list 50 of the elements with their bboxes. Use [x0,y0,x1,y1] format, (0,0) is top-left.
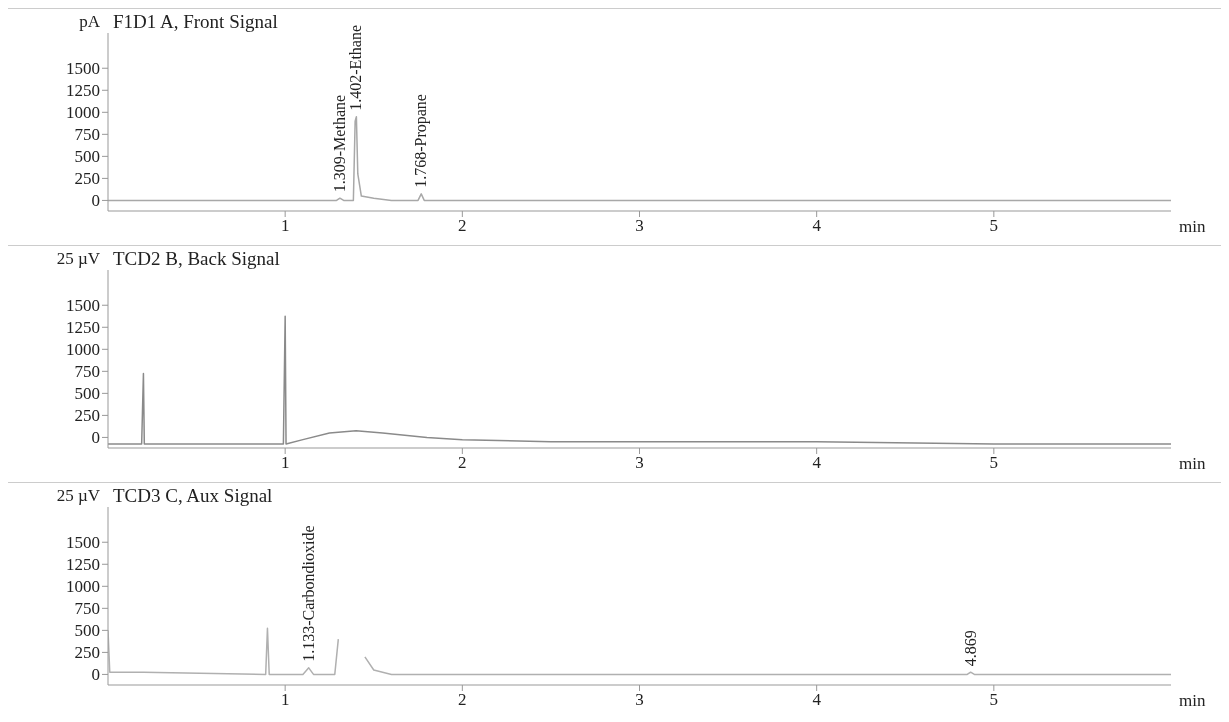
x-tick-label: 4 [812,453,822,473]
y-tick-label: 250 [74,406,100,426]
y-tick-label: 0 [91,191,100,211]
x-tick-label: 1 [280,216,290,236]
x-tick-label: 1 [280,690,290,710]
y-tick-label: 750 [74,125,100,145]
annotation: 1.309-Methane [330,94,348,193]
annotation: 4.869 [961,630,979,667]
y-axis-title: 25 µV [56,486,101,506]
x-tick-label: 3 [635,216,644,236]
y-tick-label: 0 [91,665,100,685]
y-tick-label: 250 [74,169,100,189]
x-tick-label: 2 [458,453,467,473]
x-tick-label: 5 [989,690,999,710]
y-tick-label: 500 [74,147,100,167]
x-tick-label: 3 [635,453,644,473]
y-tick-label: 1000 [66,340,100,360]
x-axis-title: min [1179,691,1206,711]
y-tick-label: 750 [74,599,100,619]
annotation: 1.402-Ethane [347,24,365,111]
x-axis-title: min [1179,454,1206,474]
y-tick-label: 500 [74,621,100,641]
chart-title: TCD3 C, Aux Signal [113,485,273,507]
y-tick-label: 500 [74,384,100,404]
y-tick-label: 1500 [66,533,100,553]
x-tick-label: 5 [989,216,999,236]
chart-title: F1D1 A, Front Signal [113,11,278,33]
y-tick-label: 1000 [66,577,100,597]
x-tick-label: 4 [812,690,822,710]
y-tick-label: 0 [91,428,100,448]
y-tick-label: 750 [74,362,100,382]
y-axis-title: pA [79,12,101,32]
y-tick-label: 250 [74,643,100,663]
y-tick-label: 1500 [66,59,100,79]
y-tick-label: 1000 [66,103,100,123]
x-axis-title: min [1179,217,1206,237]
x-tick-label: 4 [812,216,822,236]
y-axis-title: 25 µV [56,249,101,269]
x-tick-label: 5 [989,453,999,473]
y-tick-label: 1500 [66,296,100,316]
x-tick-label: 3 [635,690,644,710]
x-tick-label: 2 [458,690,467,710]
x-tick-label: 2 [458,216,467,236]
y-tick-label: 1250 [66,555,100,575]
chart-title: TCD2 B, Back Signal [113,248,280,270]
y-tick-label: 1250 [66,318,100,338]
x-tick-label: 1 [280,453,290,473]
y-tick-label: 1250 [66,81,100,101]
annotation: 1.133-Carbondioxide [299,525,317,662]
annotation: 1.768-Propane [412,94,431,188]
